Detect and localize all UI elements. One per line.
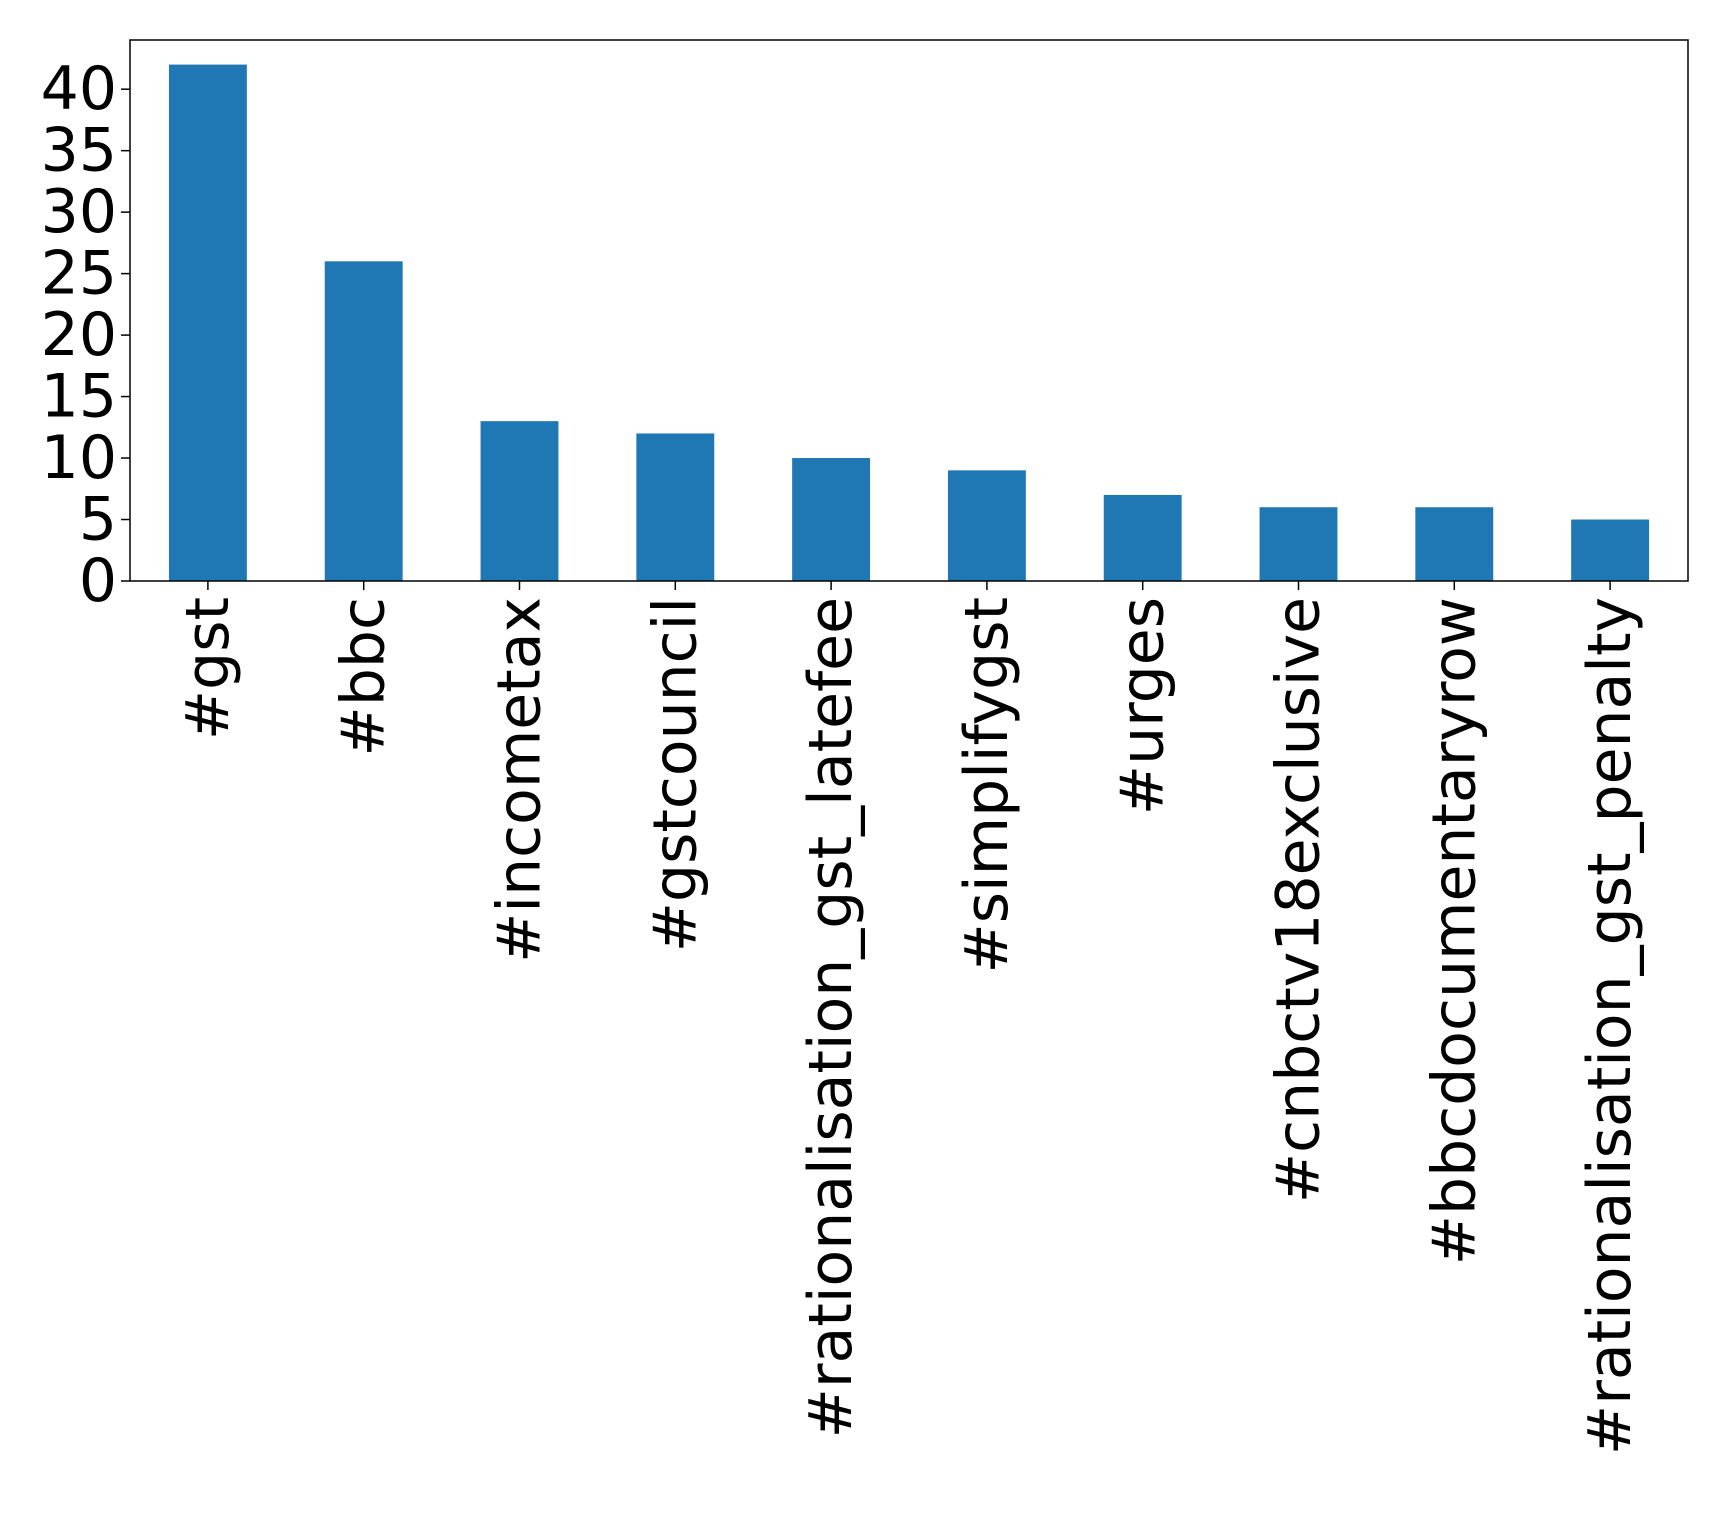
y-tick-label-15: 15: [41, 362, 117, 432]
y-tick-label-0: 0: [79, 546, 117, 616]
x-tick-label-8: #bbcdocumentaryrow: [1419, 597, 1489, 1265]
x-tick-label-2: #incometax: [485, 597, 555, 963]
bar-9: [1571, 519, 1650, 581]
bar-7: [1259, 507, 1338, 581]
bars-layer: [168, 64, 1650, 581]
bar-3: [636, 433, 715, 581]
bar-4: [792, 458, 871, 581]
bar-2: [480, 421, 559, 581]
y-tick-label-25: 25: [41, 239, 117, 309]
y-tick-label-20: 20: [41, 300, 117, 370]
x-tick-label-7: #cnbctv18exclusive: [1264, 597, 1334, 1203]
bar-8: [1415, 507, 1494, 581]
x-tick-label-6: #urges: [1108, 597, 1178, 815]
y-tick-label-10: 10: [41, 423, 117, 493]
bar-1: [324, 261, 403, 581]
x-tick-label-0: #gst: [173, 597, 243, 740]
y-tick-label-35: 35: [41, 116, 117, 186]
x-tick-label-1: #bbc: [329, 597, 399, 756]
bar-0: [168, 64, 247, 581]
y-tick-label-30: 30: [41, 177, 117, 247]
bar-6: [1103, 494, 1182, 581]
x-tick-label-5: #simplifygst: [952, 597, 1022, 974]
y-tick-label-40: 40: [41, 54, 117, 124]
x-tick-label-9: #rationalisation_gst_penalty: [1575, 597, 1645, 1455]
x-tick-label-3: #gstcouncil: [640, 597, 710, 952]
x-tick-label-4: #rationalisation_gst_latefee: [796, 597, 866, 1438]
y-tick-label-5: 5: [79, 485, 117, 555]
x-axis: #gst #bbc #incometax #gstcouncil #rationalis…: [173, 581, 1645, 1455]
plot-frame: [129, 39, 1689, 582]
bar-5: [947, 470, 1026, 581]
